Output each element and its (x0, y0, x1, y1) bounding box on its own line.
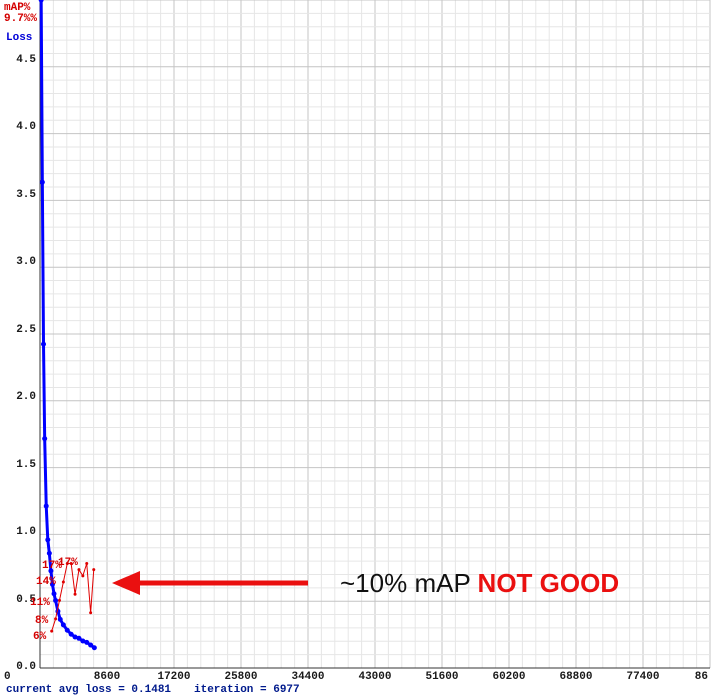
map-point-label: 6% (33, 631, 47, 643)
loss-point (46, 550, 52, 556)
map-point-label: 17% (58, 557, 78, 569)
loss-point (49, 581, 55, 587)
y-tick-label: 3.0 (16, 256, 36, 269)
loss-point (68, 631, 74, 637)
current-avg-loss: current avg loss = 0.1481 (6, 684, 172, 696)
y-tick-label: 2.0 (16, 391, 36, 404)
y-tick-label: 3.5 (16, 188, 36, 201)
map-series-line (51, 563, 95, 632)
map-point (69, 562, 73, 566)
legend-loss-label: Loss (6, 32, 33, 44)
loss-point (80, 638, 86, 644)
map-point (85, 562, 89, 566)
y-tick-label: 1.0 (16, 526, 36, 539)
x-tick-label: 77400 (626, 671, 660, 683)
map-point (61, 580, 65, 584)
y-tick-label: 0.0 (16, 661, 36, 673)
iteration-count: iteration = 6977 (194, 684, 300, 696)
x-tick-label: 17200 (157, 671, 191, 683)
loss-point (38, 0, 44, 3)
map-point (81, 574, 85, 578)
annotation-main: ~10% mAP (340, 568, 478, 598)
loss-point (42, 436, 48, 442)
y-tick-label: 1.5 (16, 458, 36, 471)
loss-point (88, 642, 94, 648)
loss-point (72, 634, 78, 640)
annotation-text: ~10% mAP NOT GOOD (340, 568, 619, 599)
map-point (50, 629, 54, 633)
y-tick-label: 4.5 (16, 53, 36, 66)
map-point-label: 11% (30, 597, 50, 609)
loss-point (45, 537, 51, 543)
x-tick-label: 25800 (224, 671, 258, 683)
map-point (73, 592, 77, 596)
loss-point (53, 598, 59, 604)
loss-point (76, 635, 82, 641)
map-point (65, 562, 69, 566)
loss-point (39, 179, 45, 185)
loss-point (43, 503, 49, 509)
loss-point (51, 591, 57, 597)
x-tick-label: 0 (4, 671, 11, 683)
map-point-label: 17% (42, 560, 62, 572)
annotation-emphasis: NOT GOOD (477, 568, 620, 598)
legend-map-value: 9.7%% (4, 13, 38, 25)
x-tick-label: 34400 (291, 671, 325, 683)
y-tick-label: 2.5 (16, 323, 36, 336)
x-tick-label: 43000 (358, 671, 392, 683)
map-point (92, 568, 96, 572)
map-point (89, 611, 93, 615)
legend-map-label: mAP% (4, 2, 31, 14)
loss-point (84, 639, 90, 645)
loss-point (60, 622, 66, 628)
map-point-label: 8% (35, 615, 49, 627)
loss-point (57, 616, 63, 622)
x-tick-label: 68800 (559, 671, 593, 683)
arrow-head (112, 571, 140, 595)
x-tick-label: 86 (694, 671, 708, 683)
map-point (57, 598, 61, 602)
y-tick-label: 4.0 (16, 121, 36, 134)
x-tick-label: 60200 (492, 671, 526, 683)
map-point-label: 14% (36, 576, 56, 588)
map-point (77, 568, 81, 572)
loss-series-line (39, 0, 96, 649)
map-point (54, 617, 58, 621)
loss-point (64, 627, 70, 633)
loss-point (48, 568, 54, 574)
x-tick-label: 51600 (425, 671, 459, 683)
y-tick-label: 0.5 (16, 593, 36, 606)
loss-point (91, 645, 97, 651)
x-tick-label: 8600 (93, 671, 121, 683)
loss-point (41, 341, 47, 347)
